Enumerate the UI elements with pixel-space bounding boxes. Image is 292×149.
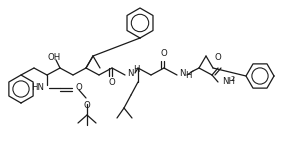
Text: NH: NH xyxy=(222,77,235,87)
Text: H: H xyxy=(133,66,140,74)
Text: N: N xyxy=(127,69,133,77)
Text: 2: 2 xyxy=(231,76,235,82)
Text: O: O xyxy=(109,78,115,87)
Text: O: O xyxy=(76,83,83,93)
Text: HN: HN xyxy=(31,83,44,93)
Text: O: O xyxy=(84,101,91,110)
Text: N: N xyxy=(179,69,185,77)
Text: OH: OH xyxy=(47,52,61,62)
Text: O: O xyxy=(161,49,167,58)
Text: O: O xyxy=(215,53,221,62)
Text: H: H xyxy=(185,72,192,80)
